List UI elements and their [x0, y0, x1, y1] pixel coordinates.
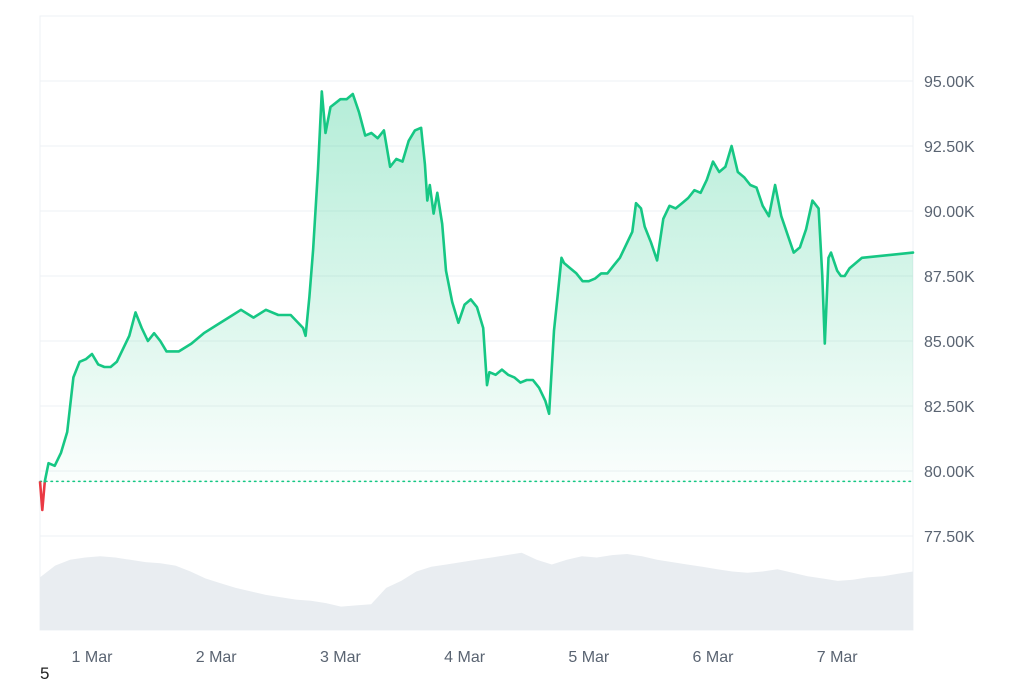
y-tick-label: 87.50K — [924, 269, 975, 286]
y-tick-label: 82.50K — [924, 399, 975, 416]
x-tick-label: 4 Mar — [444, 649, 486, 666]
price-line-up — [43, 90, 915, 483]
x-tick-label: 3 Mar — [320, 649, 362, 666]
price-line-down — [38, 481, 47, 512]
volume-shape — [40, 552, 913, 630]
price-line — [38, 90, 915, 512]
x-tick-label: 5 Mar — [568, 649, 610, 666]
y-tick-label: 80.00K — [924, 464, 975, 481]
price-area-fill — [40, 91, 913, 482]
y-tick-label: 92.50K — [924, 139, 975, 156]
y-tick-label: 90.00K — [924, 204, 975, 221]
x-tick-label: 7 Mar — [817, 649, 859, 666]
y-axis-ticks: 77.50K 80.00K 82.50K 85.00K 87.50K 90.00K 92.5… — [924, 74, 975, 546]
x-tick-label: 2 Mar — [196, 649, 238, 666]
y-tick-label: 95.00K — [924, 74, 975, 91]
x-axis-ticks: 1 Mar 2 Mar 3 Mar 4 Mar 5 Mar 6 Mar 7 Mar — [72, 649, 859, 666]
y-tick-label: 85.00K — [924, 334, 975, 351]
y-tick-label: 77.50K — [924, 529, 975, 546]
x-tick-label: 6 Mar — [693, 649, 735, 666]
x-tick-label: 1 Mar — [72, 649, 114, 666]
price-area — [40, 91, 913, 482]
volume-area — [40, 552, 913, 630]
corner-label: 5 — [40, 664, 50, 683]
